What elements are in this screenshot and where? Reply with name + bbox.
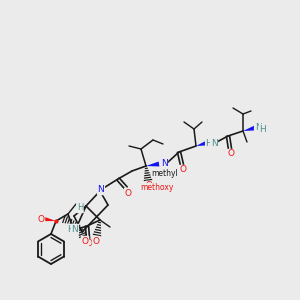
Text: H: H xyxy=(67,224,73,233)
Text: N: N xyxy=(255,124,261,133)
Text: O: O xyxy=(85,239,92,248)
Text: O: O xyxy=(124,188,131,197)
Text: O: O xyxy=(227,149,235,158)
Text: H: H xyxy=(206,139,212,148)
Text: O: O xyxy=(146,182,152,190)
Text: O: O xyxy=(82,236,88,245)
Text: N: N xyxy=(211,139,218,148)
Polygon shape xyxy=(243,126,256,131)
Polygon shape xyxy=(196,141,208,146)
Polygon shape xyxy=(44,217,56,221)
Polygon shape xyxy=(146,161,159,166)
Text: O: O xyxy=(38,214,44,224)
Text: H: H xyxy=(77,203,83,212)
Text: N: N xyxy=(160,160,167,169)
Text: methyl: methyl xyxy=(152,169,178,178)
Text: N: N xyxy=(72,224,78,233)
Text: O: O xyxy=(179,166,187,175)
Text: H: H xyxy=(260,124,266,134)
Text: methoxy: methoxy xyxy=(140,184,174,193)
Text: N: N xyxy=(98,185,104,194)
Text: O: O xyxy=(92,236,100,245)
